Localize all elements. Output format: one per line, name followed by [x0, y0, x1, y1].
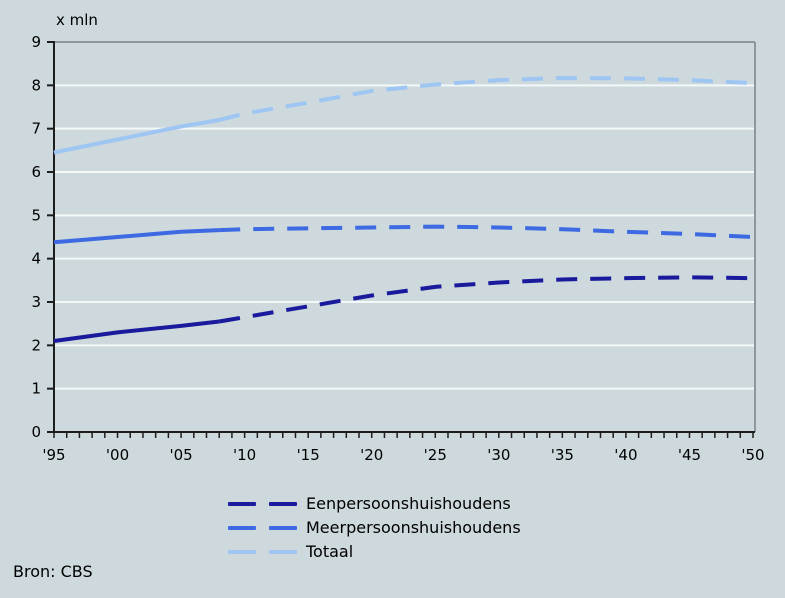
- y-tick-label: 5: [31, 206, 41, 224]
- legend-dash-icon: [269, 526, 297, 530]
- legend-item-totaal: Totaal: [228, 540, 521, 564]
- x-tick-label: '45: [678, 446, 701, 464]
- legend-label: Totaal: [306, 542, 354, 561]
- y-tick-label: 1: [31, 380, 41, 398]
- series-line-forecast: [218, 75, 754, 122]
- y-tick-label: 6: [31, 163, 41, 181]
- legend-dash-icon: [228, 526, 256, 530]
- legend-label: Eenpersoonshuishoudens: [306, 494, 511, 513]
- x-tick-label: '05: [169, 446, 192, 464]
- legend-dash-icon: [228, 502, 256, 506]
- legend-dash-icon: [228, 550, 256, 554]
- x-tick-label: '15: [297, 446, 320, 464]
- x-tick-label: '95: [42, 446, 65, 464]
- y-tick-label: 8: [31, 76, 41, 94]
- y-tick-label: 3: [31, 293, 41, 311]
- x-tick-label: '30: [487, 446, 510, 464]
- legend-dash-icon: [269, 502, 297, 506]
- y-tick-label: 0: [31, 423, 41, 441]
- x-tick-label: '25: [424, 446, 447, 464]
- x-tick-label: '00: [106, 446, 129, 464]
- legend-item-eenpersoonshuishoudens: Eenpersoonshuishoudens: [228, 492, 521, 516]
- series-line-forecast: [218, 275, 754, 324]
- y-tick-label: 7: [31, 120, 41, 138]
- series-line-forecast: [219, 224, 754, 239]
- y-tick-label: 9: [31, 33, 41, 51]
- x-tick-label: '20: [360, 446, 383, 464]
- series-line-observed: [53, 319, 220, 343]
- legend-label: Meerpersoonshuishoudens: [306, 518, 521, 537]
- x-tick-label: '10: [233, 446, 256, 464]
- series-line-observed: [53, 118, 220, 155]
- y-axis-unit-label: x mln: [56, 11, 98, 29]
- y-tick-label: 2: [31, 336, 41, 354]
- x-tick-label: '35: [551, 446, 574, 464]
- legend: Eenpersoonshuishoudens Meerpersoonshuish…: [228, 492, 521, 564]
- legend-item-meerpersoonshuishoudens: Meerpersoonshuishoudens: [228, 516, 521, 540]
- series-line-observed: [53, 228, 220, 245]
- x-tick-label: '40: [614, 446, 637, 464]
- legend-dash-icon: [269, 550, 297, 554]
- y-tick-label: 4: [31, 250, 41, 268]
- x-tick-label: '50: [741, 446, 764, 464]
- source-label: Bron: CBS: [13, 562, 93, 581]
